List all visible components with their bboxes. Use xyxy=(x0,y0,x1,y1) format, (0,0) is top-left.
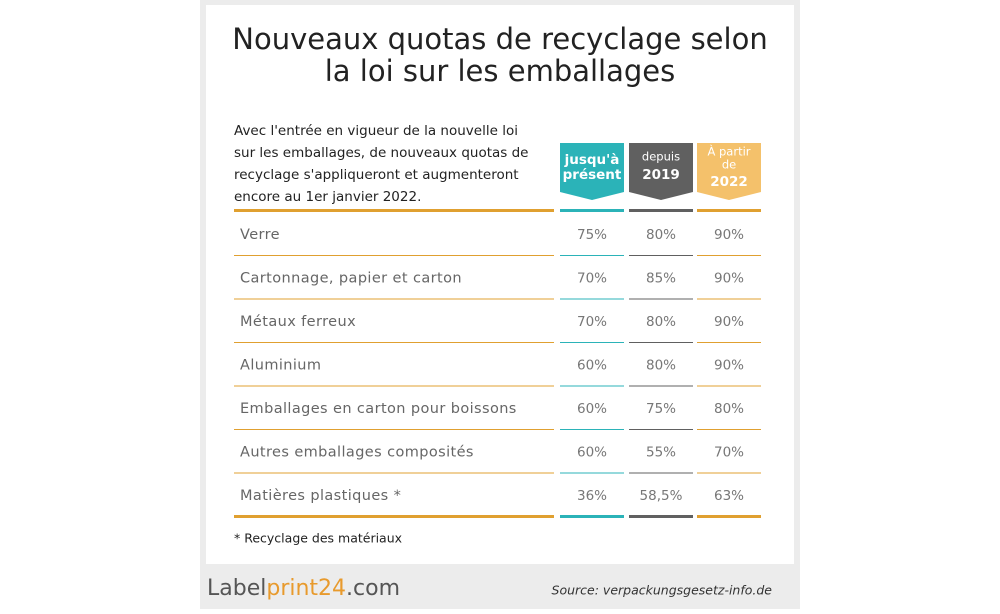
logo-part: print24 xyxy=(266,576,346,601)
row-label: Verre xyxy=(240,227,280,243)
row-rule xyxy=(697,342,761,343)
column-badge xyxy=(629,143,693,200)
cell-value: 80% xyxy=(646,358,676,374)
source: Source: verpackungsgesetz-info.de xyxy=(552,583,773,598)
row-rule xyxy=(234,472,554,474)
cell-value: 70% xyxy=(577,314,607,330)
row-rule xyxy=(697,255,761,256)
row-rule xyxy=(697,472,761,474)
row-rule xyxy=(560,385,624,387)
title: la loi sur les emballages xyxy=(325,54,676,88)
row-rule xyxy=(234,429,554,430)
row-rule xyxy=(629,342,693,343)
row-rule xyxy=(560,472,624,474)
column-header: présent xyxy=(563,167,622,183)
column-header: 2019 xyxy=(642,167,680,183)
column-header: depuis xyxy=(642,150,680,164)
footer-rule xyxy=(560,515,624,518)
row-rule xyxy=(629,472,693,474)
row-rule xyxy=(697,298,761,300)
row-rule xyxy=(697,429,761,430)
row-rule xyxy=(560,342,624,343)
row-label: Métaux ferreux xyxy=(240,314,356,330)
cell-value: 63% xyxy=(714,488,744,504)
footer-rule xyxy=(697,515,761,518)
cell-value: 58,5% xyxy=(640,488,683,504)
row-label: Cartonnage, papier et carton xyxy=(240,271,462,287)
intro-text: encore au 1er janvier 2022. xyxy=(234,189,421,205)
cell-value: 80% xyxy=(714,401,744,417)
column-header: À partir xyxy=(707,144,750,159)
row-rule xyxy=(560,255,624,256)
intro-text: Avec l'entrée en vigueur de la nouvelle … xyxy=(234,123,518,139)
logo-part: Label xyxy=(207,576,266,601)
column-badge xyxy=(697,143,761,200)
cell-value: 55% xyxy=(646,445,676,461)
column-header: 2022 xyxy=(710,174,748,190)
header-rule xyxy=(629,209,693,212)
logo-part: .com xyxy=(346,576,400,601)
intro-text: sur les emballages, de nouveaux quotas d… xyxy=(234,145,528,161)
title: Nouveaux quotas de recyclage selon xyxy=(232,22,767,56)
cell-value: 90% xyxy=(714,314,744,330)
footnote: * Recyclage des matériaux xyxy=(234,531,402,546)
row-rule xyxy=(234,385,554,387)
row-rule xyxy=(629,298,693,300)
cell-value: 70% xyxy=(577,271,607,287)
row-rule xyxy=(697,385,761,387)
row-rule xyxy=(234,342,554,343)
cell-value: 90% xyxy=(714,271,744,287)
row-rule xyxy=(234,298,554,300)
cell-value: 90% xyxy=(714,227,744,243)
row-rule xyxy=(629,385,693,387)
cell-value: 85% xyxy=(646,271,676,287)
card xyxy=(206,5,794,564)
cell-value: 60% xyxy=(577,358,607,374)
row-label: Autres emballages composités xyxy=(240,445,474,461)
cell-value: 60% xyxy=(577,401,607,417)
row-rule xyxy=(629,429,693,430)
cell-value: 90% xyxy=(714,358,744,374)
row-rule xyxy=(234,255,554,256)
cell-value: 80% xyxy=(646,227,676,243)
footer-rule xyxy=(234,515,554,518)
column-header: de xyxy=(722,158,736,172)
footer-rule xyxy=(629,515,693,518)
cell-value: 36% xyxy=(577,488,607,504)
cell-value: 70% xyxy=(714,445,744,461)
cell-value: 80% xyxy=(646,314,676,330)
column-header: jusqu'à xyxy=(564,152,620,168)
row-label: Matières plastiques * xyxy=(240,488,401,504)
row-label: Emballages en carton pour boissons xyxy=(240,401,517,417)
row-rule xyxy=(560,429,624,430)
logo: Labelprint24.com xyxy=(207,576,400,601)
header-rule xyxy=(697,209,761,212)
row-rule xyxy=(629,255,693,256)
intro-text: recyclage s'appliqueront et augmenteront xyxy=(234,167,519,183)
header-rule xyxy=(560,209,624,212)
cell-value: 60% xyxy=(577,445,607,461)
cell-value: 75% xyxy=(646,401,676,417)
cell-value: 75% xyxy=(577,227,607,243)
row-rule xyxy=(560,298,624,300)
row-label: Aluminium xyxy=(240,358,321,374)
header-rule xyxy=(234,209,554,212)
column-badge xyxy=(560,143,624,200)
